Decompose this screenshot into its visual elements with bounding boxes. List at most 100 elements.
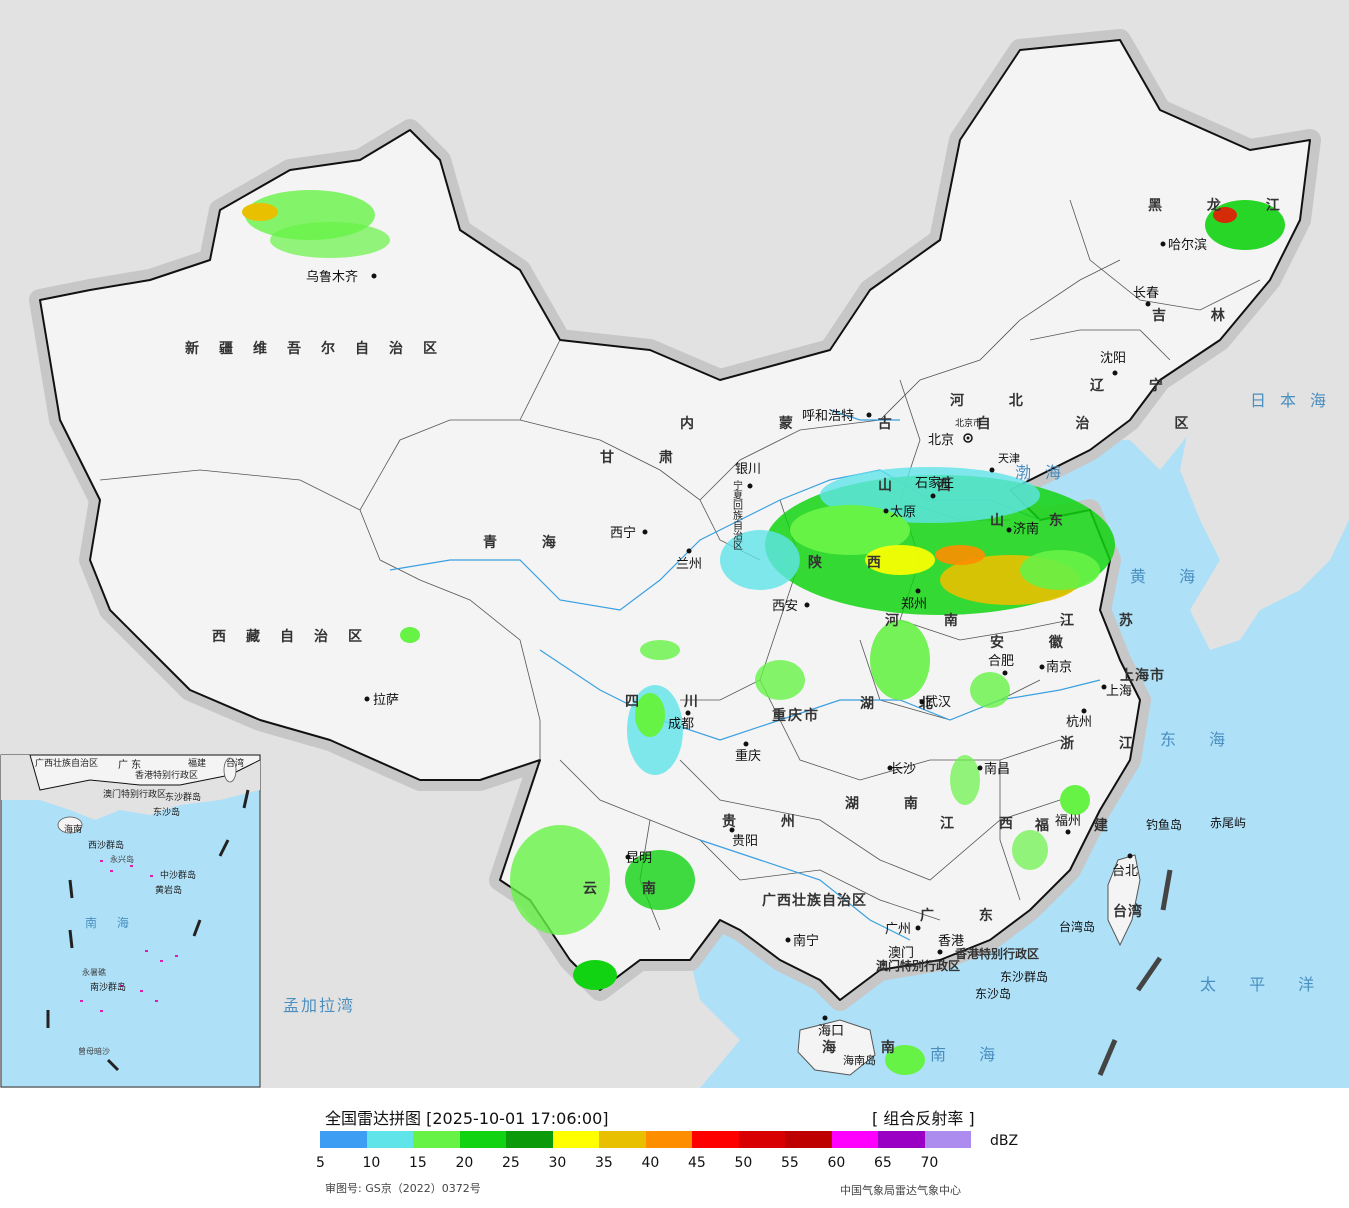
color-swatch <box>924 1131 971 1148</box>
city-label: 兰州 <box>676 557 702 572</box>
inset-label: 澳门特别行政区 <box>103 788 166 800</box>
province-label: 黑 龙 江 <box>1148 197 1300 214</box>
city-label: 台北 <box>1112 864 1138 879</box>
city-label: 东沙岛 <box>975 986 1011 1001</box>
province-label: 海 南 <box>822 1039 915 1056</box>
color-swatch <box>738 1131 785 1148</box>
inset-label: 东沙群岛 <box>165 791 201 803</box>
hainan-island <box>797 1019 876 1076</box>
province-label: 云 南 <box>583 880 676 897</box>
city-label: 石家庄 <box>915 475 954 491</box>
inset-label: 黄岩岛 <box>155 884 182 896</box>
city-label: 南宁 <box>793 933 819 949</box>
city-label: 海南岛 <box>843 1053 876 1067</box>
scale-tick-label: 45 <box>688 1155 706 1171</box>
inset-label: 西沙群岛 <box>88 839 124 851</box>
city-label: 西宁 <box>610 525 636 541</box>
city-label: 广州 <box>885 922 911 937</box>
city-label: 太原 <box>890 505 916 520</box>
legend-panel <box>0 1088 1349 1208</box>
city-label: 北京 <box>928 433 954 448</box>
inset-label: 广西壮族自治区 <box>35 757 98 769</box>
province-label: 澳门特别行政区 <box>876 958 960 973</box>
inset-label: 永暑礁 <box>82 967 106 977</box>
maritime-boundary <box>1097 869 1173 1076</box>
city-label: 杭州 <box>1066 715 1092 730</box>
city-label: 成都 <box>668 717 694 732</box>
province-label: 台湾 <box>1113 903 1143 920</box>
radar-echoes <box>242 190 1285 1075</box>
scale-tick-label: 40 <box>641 1155 660 1171</box>
sea-ribenhai: 日本海 <box>1250 391 1340 410</box>
inset-label: 东沙岛 <box>153 806 180 818</box>
scale-tick-label: 50 <box>734 1155 753 1171</box>
province-label: 江 西 <box>940 815 1033 832</box>
color-swatch <box>599 1131 646 1148</box>
scale-tick-label: 35 <box>595 1155 613 1171</box>
province-label: 安 徽 <box>990 634 1083 651</box>
city-label: 海口 <box>818 1024 844 1039</box>
color-swatch <box>320 1131 367 1148</box>
province-label: 河 北 <box>950 392 1043 409</box>
scale-tick-label: 25 <box>502 1155 520 1171</box>
city-label: 哈尔滨 <box>1168 237 1207 253</box>
color-swatch <box>831 1131 878 1148</box>
south-china-sea-inset: 广西壮族自治区 广 东 福建 台湾 澳门特别行政区 香港特别行政区 东沙群岛 东… <box>0 754 261 1088</box>
province-label: 上海市 <box>1120 667 1165 684</box>
color-scale <box>320 1131 971 1148</box>
color-swatch <box>459 1131 506 1148</box>
city-label: 赤尾屿 <box>1210 816 1246 830</box>
city-label: 南京 <box>1046 659 1072 675</box>
province-label: 山 西 <box>878 478 971 494</box>
legend-unit: dBZ <box>990 1133 1019 1149</box>
province-label: 广西壮族自治区 <box>762 892 867 909</box>
sea-labels: 渤海 黄 海 东 海 南 海 太 平 洋 日本海 孟加拉湾 <box>283 391 1340 1064</box>
inset-label: 南沙群岛 <box>90 981 126 993</box>
city-label: 上海 <box>1106 684 1132 699</box>
inset-label: 福建 <box>188 757 206 769</box>
color-swatch <box>878 1131 925 1148</box>
sea-huanghai: 黄 海 <box>1130 567 1209 586</box>
city-label: 福州 <box>1055 814 1081 829</box>
color-swatch <box>552 1131 599 1148</box>
city-label: 长沙 <box>890 762 916 777</box>
city-label: 沈阳 <box>1100 351 1126 366</box>
province-label: 四 川 <box>625 694 718 710</box>
taiwan-island <box>1107 854 1141 947</box>
inset-label: 曾母暗沙 <box>78 1046 110 1056</box>
city-label: 郑州 <box>901 597 927 612</box>
sea-donghai: 东 海 <box>1160 730 1239 749</box>
province-label: 陕 西 <box>808 554 901 571</box>
province-label: 山 东 <box>990 512 1083 529</box>
city-label: 昆明 <box>626 851 652 866</box>
scale-tick-label: 55 <box>781 1155 799 1171</box>
legend-product: [ 组合反射率 ] <box>872 1109 975 1128</box>
province-label: 浙 江 <box>1060 735 1153 752</box>
province-label: 吉 林 <box>1152 307 1245 324</box>
inset-label: 南 海 <box>85 915 137 930</box>
city-label: 银川 <box>735 462 761 477</box>
color-scale-ticks: 5 10 15 20 25 30 35 40 45 50 55 60 65 70 <box>316 1155 956 1173</box>
city-label: 钓鱼岛 <box>1146 817 1182 832</box>
scale-tick-label: 20 <box>455 1155 474 1171</box>
scale-tick-label: 15 <box>409 1155 427 1171</box>
scale-tick-label: 30 <box>548 1155 567 1171</box>
city-label: 呼和浩特 <box>802 409 854 424</box>
province-label: 福 建 <box>1034 817 1128 834</box>
city-label: 拉萨 <box>373 693 399 708</box>
inset-label: 海南 <box>64 823 82 835</box>
city-label: 重庆 <box>735 748 761 764</box>
province-label: 重庆市 <box>772 707 820 724</box>
city-label: 南昌 <box>984 761 1010 777</box>
city-label: 香港 <box>938 934 964 949</box>
province-label: 湖 北 <box>860 696 953 712</box>
province-label: 宁夏回族自治区 <box>731 479 743 550</box>
province-label: 辽 宁 <box>1090 377 1183 394</box>
color-swatch <box>692 1131 739 1148</box>
color-swatch <box>645 1131 692 1148</box>
sea-taipingyang: 太 平 洋 <box>1200 975 1328 994</box>
city-label: 乌鲁木齐 <box>306 269 358 285</box>
scale-tick-label: 10 <box>362 1155 381 1171</box>
province-label: 湖 南 <box>845 795 938 812</box>
city-label: 澳门 <box>888 945 914 961</box>
